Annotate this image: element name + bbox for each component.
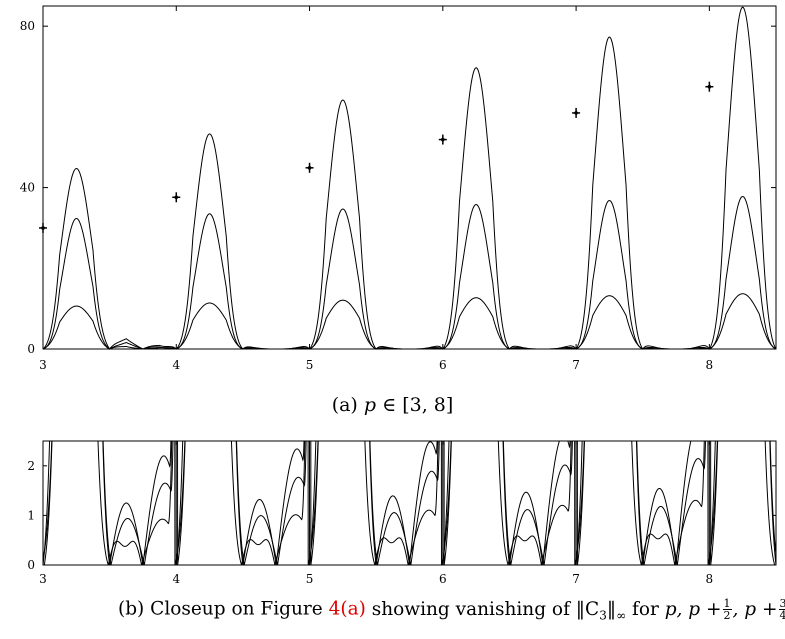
chart-b-series-line [43, 441, 776, 565]
x-tick-label: 7 [572, 572, 580, 586]
x-tick-label: 8 [706, 572, 714, 586]
caption-b-norm-open: showing vanishing of ‖C [371, 598, 600, 620]
x-tick-label: 5 [306, 358, 314, 372]
chart-b: 3 4 5 6 7 8 0 1 2 [27, 440, 777, 586]
y-tick-label: 0 [27, 558, 35, 572]
caption-b: (b) Closeup on Figure 4(a) showing vanis… [118, 598, 785, 622]
chart-a-marker [705, 81, 714, 92]
chart-a-frame [42, 5, 777, 350]
chart-a-marker [305, 162, 314, 173]
x-tick-label: 5 [306, 572, 314, 586]
caption-b-figure-link[interactable]: 4(a) [328, 598, 366, 620]
chart-a-series-line [42, 293, 777, 350]
chart-a-curves [42, 6, 777, 350]
y-tick-label: 1 [27, 508, 35, 522]
x-tick-label: 3 [39, 572, 47, 586]
caption-b-sub: 3 [599, 608, 607, 623]
y-tick-label: 80 [20, 19, 35, 33]
chart-a-marker [172, 192, 181, 203]
caption-b-half-num: 1 [722, 597, 732, 610]
caption-b-inf: ∞ [616, 608, 627, 623]
chart-a-markers [39, 81, 714, 233]
caption-b-norm-close: ‖ [606, 598, 617, 620]
chart-a-marker [572, 107, 581, 118]
chart-a-series-line [42, 6, 777, 350]
chart-b-frame [42, 440, 777, 566]
y-tick-label: 2 [27, 459, 35, 473]
chart-b-axes: 3 4 5 6 7 8 0 1 2 [27, 440, 777, 586]
caption-b-quarter-den: 4 [779, 609, 785, 622]
caption-b-vars: p, p + [664, 598, 722, 620]
caption-b-vars2: , p + [732, 598, 778, 620]
caption-b-for: for [626, 598, 665, 620]
x-tick-label: 7 [572, 358, 580, 372]
x-tick-label: 6 [439, 358, 447, 372]
caption-b-quarter-num: 3 [778, 598, 785, 610]
y-tick-label: 0 [27, 342, 35, 356]
caption-a-label: (a) [331, 394, 358, 416]
caption-b-text: showing vanishing of ‖C3‖∞ for p, p +1 2,… [371, 597, 785, 623]
caption-a-var: p [363, 394, 377, 416]
caption-a-set: ∈ [3, 8] [382, 394, 454, 416]
chart-a-marker [438, 134, 447, 145]
caption-a: (a) p ∈ [3, 8] [0, 394, 785, 416]
y-tick-label: 40 [20, 181, 35, 195]
caption-b-label: (b) Closeup on Figure [118, 598, 323, 620]
x-tick-label: 4 [172, 358, 180, 372]
x-tick-label: 6 [439, 572, 447, 586]
chart-b-curves [43, 441, 776, 565]
x-tick-label: 8 [706, 358, 714, 372]
x-tick-label: 3 [39, 358, 47, 372]
chart-b-series-line [43, 441, 776, 565]
caption-b-half-den: 2 [723, 609, 731, 622]
x-tick-label: 4 [172, 572, 180, 586]
chart-b-series-line [43, 441, 776, 565]
chart-a-series-line [42, 195, 777, 350]
